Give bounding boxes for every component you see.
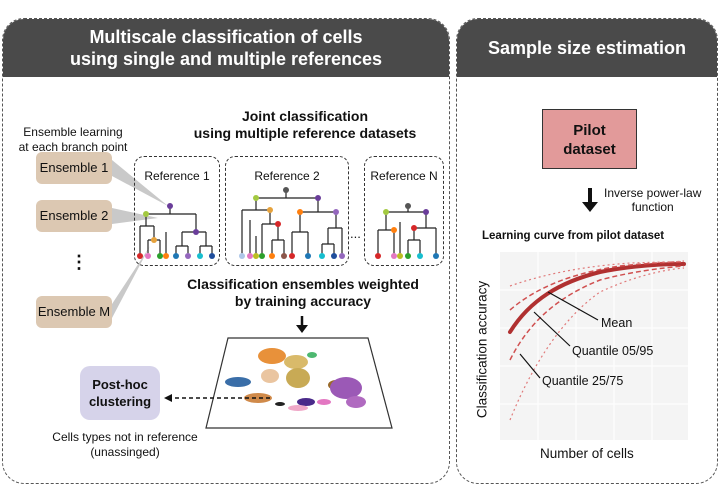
reference-2-label: Reference 2 — [254, 169, 320, 183]
reference-n-box: Reference N — [364, 156, 444, 266]
inverse-line2: function — [631, 200, 674, 214]
left-panel-header: Multiscale classification of cells using… — [3, 19, 449, 77]
ensemble-m-box: Ensemble M — [36, 296, 112, 328]
reference-n-nodes — [375, 203, 439, 259]
posthoc-arrow-head — [164, 394, 172, 402]
inverse-line1: Inverse power-law — [604, 186, 702, 200]
right-panel-header: Sample size estimation — [457, 19, 717, 77]
ensemble-1-pointer — [112, 160, 168, 206]
unassigned-line1: Cells types not in reference — [52, 430, 198, 444]
ensemble-caption-line1: Ensemble learning — [23, 125, 123, 139]
ensemble-caption: Ensemble learning at each branch point — [18, 125, 128, 155]
weighted-title-line1: Classification ensembles weighted — [187, 276, 419, 292]
quantile-25-75-lower — [509, 265, 685, 361]
joint-title-line1: Joint classification — [241, 108, 369, 124]
annotation-quantile-05-95: Quantile 05/95 — [572, 344, 654, 358]
mean-leader — [547, 291, 599, 321]
posthoc-clustering-box: Post-hoc clustering — [80, 366, 160, 420]
annotation-quantile-25-75: Quantile 25/75 — [542, 374, 624, 388]
reference-n-label: Reference N — [370, 169, 438, 183]
annotation-mean: Mean — [601, 316, 633, 330]
quantile-05-95-upper — [509, 260, 685, 287]
ensemble-2-pointer — [112, 208, 158, 224]
inverse-power-law-label: Inverse power-law function — [604, 186, 701, 214]
reference-1-box: Reference 1 — [134, 156, 220, 266]
plot-grid — [500, 252, 688, 440]
ensemble-ellipsis: ⋮ — [70, 252, 88, 272]
umap-clusters — [225, 348, 366, 411]
reference-1-nodes — [137, 203, 215, 259]
joint-classification-title: Joint classification using multiple refe… — [160, 108, 450, 142]
unassigned-line2: (unassinged) — [90, 445, 160, 459]
posthoc-line2: clustering — [88, 394, 152, 409]
ensemble-caption-line2: at each branch point — [18, 140, 128, 154]
reference-1-tree — [139, 206, 213, 256]
x-axis-label: Number of cells — [540, 446, 634, 461]
joint-title-line2: using multiple reference datasets — [193, 125, 417, 141]
ensemble-2-box: Ensemble 2 — [36, 200, 112, 232]
unassigned-caption: Cells types not in reference (unassinged… — [30, 430, 220, 460]
annotation-leaders — [519, 291, 599, 379]
learning-curve-title: Learning curve from pilot dataset — [482, 230, 665, 242]
inverse-arrow-head — [582, 202, 598, 212]
pilot-line1: Pilot — [573, 122, 606, 139]
pilot-line2: dataset — [563, 141, 616, 158]
ensemble-1-box: Ensemble 1 — [36, 152, 112, 184]
reference-2-tree — [241, 190, 343, 256]
quantile-05-95-leader — [533, 311, 571, 347]
reference-2-box: Reference 2 — [225, 156, 349, 266]
posthoc-line1: Post-hoc — [92, 377, 148, 392]
reference-1-label: Reference 1 — [144, 169, 210, 183]
pilot-dataset-box: Pilot dataset — [542, 109, 637, 169]
reference-2-nodes — [239, 187, 345, 259]
quantile-25-75-upper — [509, 261, 685, 311]
down-arrow-head — [296, 325, 308, 333]
weighted-ensembles-title: Classification ensembles weighted by tra… — [158, 276, 448, 310]
reference-ellipsis: ... — [350, 226, 361, 241]
left-panel-title-line1: Multiscale classification of cells — [89, 27, 363, 47]
quantile-25-75-leader — [519, 353, 541, 379]
left-panel-title-line2: using single and multiple references — [69, 49, 383, 69]
weighted-title-line2: by training accuracy — [234, 293, 372, 309]
plot-background — [500, 252, 688, 440]
mean-curve — [508, 262, 686, 334]
